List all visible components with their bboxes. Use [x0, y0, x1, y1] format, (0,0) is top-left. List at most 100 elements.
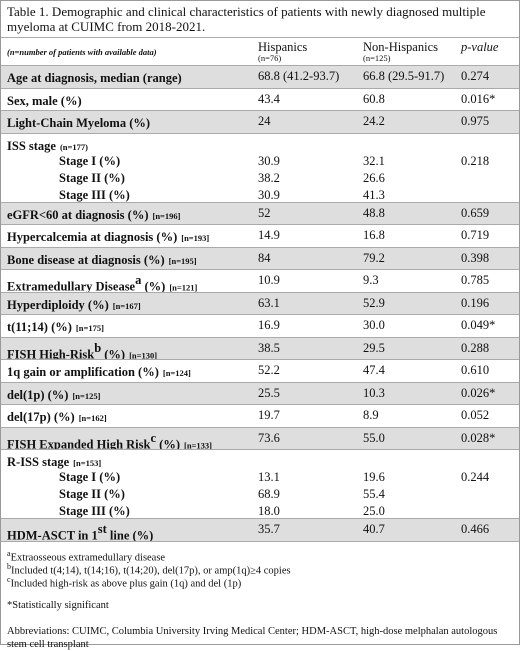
- cell-value: 24: [258, 114, 271, 128]
- cell-value: 52.9: [363, 295, 385, 310]
- label-text: Light-Chain Myeloma (%): [7, 116, 151, 130]
- cell-value: 66.8 (29.5-91.7): [363, 69, 445, 83]
- cell-value: 0.244: [461, 470, 490, 484]
- sub-label: Stage I (%): [59, 470, 121, 484]
- header-non-hispanics: Non-Hispanics: [363, 40, 438, 54]
- cell-value: 0.016*: [461, 91, 496, 106]
- sub-label: Stage I (%): [59, 153, 121, 168]
- row-label: ISS stage (n=177): [7, 137, 88, 155]
- header-row: (n=number of patients with available dat…: [1, 37, 519, 65]
- label-text: Extramedullary Disease: [7, 279, 136, 294]
- cell-value: 0.610: [461, 363, 490, 377]
- cell-value: 0.274: [461, 69, 490, 83]
- label-n: [n=133]: [183, 439, 212, 450]
- cell-value: 8.9: [363, 408, 379, 422]
- cell-value: 41.3: [363, 187, 385, 202]
- table-row: Extramedullary Diseasea (%) [n=121] 10.9 9…: [1, 269, 519, 294]
- cell-value: 30.9: [258, 187, 280, 202]
- cell-value: 0.719: [461, 228, 490, 242]
- footnote: cIncluded high-risk as above plus gain (…: [7, 573, 241, 591]
- cell-value: 52.2: [258, 363, 280, 377]
- footnote-mark: a: [7, 548, 11, 558]
- label-n: (n=177): [59, 141, 88, 152]
- cell-value: 55.4: [363, 487, 385, 501]
- cell-value: 0.398: [461, 250, 490, 265]
- table-row: Light-Chain Myeloma (%) 24 24.2 0.975: [1, 110, 519, 133]
- label-n: [n=193]: [181, 233, 210, 243]
- cell-value: 52: [258, 205, 271, 220]
- row-label: t(11;14) (%) [n=175]: [7, 318, 104, 336]
- row-label: FISH Expanded High Riskc (%) [n=133]: [7, 431, 212, 453]
- abbreviations: Abbreviations: CUIMC, Columbia Universit…: [7, 625, 498, 650]
- label-tail: (%): [101, 346, 126, 361]
- footnote-text: Included high-risk as above plus gain (1…: [10, 578, 242, 589]
- table-title: Table 1. Demographic and clinical charac…: [7, 4, 486, 34]
- row-label: Light-Chain Myeloma (%): [7, 114, 150, 132]
- label-text: R-ISS stage: [7, 455, 70, 469]
- label-text: Bone disease at diagnosis (%): [7, 252, 165, 267]
- table-row: FISH High-Riskb (%) [n=130] 38.5 29.5 0.288: [1, 336, 519, 363]
- row-label: del(17p) (%) [n=162]: [7, 408, 107, 426]
- footnotes: aExtraosseous extramedullary disease bInc…: [1, 540, 519, 650]
- cell-value: 9.3: [363, 273, 379, 287]
- cell-value: 73.6: [258, 430, 280, 445]
- footnote: aExtraosseous extramedullary disease: [7, 547, 165, 565]
- footnote-mark: c: [7, 574, 11, 584]
- row-label: Age at diagnosis, median (range): [7, 69, 182, 87]
- cell-value: 38.2: [258, 170, 280, 185]
- table-row: R-ISS stage [n=153] Stage I (%) 13.1 19.6 0.…: [1, 449, 519, 518]
- label-n: [n=162]: [78, 413, 107, 423]
- cell-value: 14.9: [258, 228, 280, 242]
- label-n: [n=121]: [169, 282, 198, 293]
- sub-label: Stage III (%): [59, 504, 130, 518]
- sub-label: Stage II (%): [59, 170, 125, 185]
- footnote-text: Included t(4;14), t(14;16), t(14;20), de…: [11, 565, 291, 576]
- table-row: ISS stage (n=177) Stage I (%) 30.9 32.1 0.21…: [1, 132, 519, 202]
- cell-value: 0.659: [461, 205, 490, 220]
- cell-value: 68.9: [258, 487, 280, 501]
- table-row: HDM-ASCT in 1st line (%) 35.7 40.7 0.466: [1, 518, 519, 543]
- footnote-mark: b: [7, 561, 11, 571]
- cell-value: 29.5: [363, 340, 385, 355]
- table-row: Bone disease at diagnosis (%) [n=195] 84 7…: [1, 246, 519, 269]
- cell-value: 16.8: [363, 228, 385, 242]
- label-text: ISS stage: [7, 138, 56, 153]
- cell-value: 43.4: [258, 91, 280, 106]
- label-n: [n=175]: [75, 323, 104, 333]
- cell-value: 0.975: [461, 114, 490, 128]
- cell-value: 30.9: [258, 153, 280, 168]
- cell-value: 30.0: [363, 318, 385, 332]
- cell-value: 0.052: [461, 408, 490, 422]
- label-sup: st: [97, 522, 107, 536]
- label-text: del(1p) (%): [7, 387, 69, 402]
- significance-note: *Statistically significant: [7, 599, 109, 611]
- cell-value: 0.196: [461, 295, 490, 310]
- cell-value: 68.8 (41.2-93.7): [258, 69, 340, 83]
- cell-value: 19.6: [363, 470, 385, 484]
- cell-value: 0.026*: [461, 385, 496, 400]
- cell-value: 10.9: [258, 273, 280, 287]
- label-text: HDM-ASCT in 1: [7, 528, 98, 543]
- table-row: del(1p) (%) [n=125] 25.5 10.3 0.026*: [1, 381, 519, 404]
- cell-value: 55.0: [363, 430, 385, 445]
- row-label: eGFR<60 at diagnosis (%) [n=196]: [7, 206, 180, 224]
- table-row: eGFR<60 at diagnosis (%) [n=196] 52 48.8 0.…: [1, 201, 519, 224]
- table-row: Sex, male (%) 43.4 60.8 0.016*: [1, 87, 519, 110]
- table-row: del(17p) (%) [n=162] 19.7 8.9 0.052: [1, 404, 519, 427]
- label-text: FISH Expanded High Risk: [7, 436, 151, 451]
- label-n: [n=153]: [73, 458, 102, 468]
- header-hispanics: Hispanics: [258, 40, 308, 54]
- table-row: Age at diagnosis, median (range) 68.8 (41…: [1, 65, 519, 88]
- header-label: (n=number of patients with available dat…: [7, 47, 157, 57]
- header-p-value: p-value: [461, 40, 499, 54]
- label-text: Age at diagnosis, median (range): [7, 71, 182, 85]
- row-label: Bone disease at diagnosis (%) [n=195]: [7, 251, 197, 269]
- sub-label: Stage III (%): [59, 187, 130, 202]
- label-tail: (%): [156, 436, 180, 451]
- row-label: Hyperdiploidy (%) [n=167]: [7, 296, 141, 314]
- cell-value: 0.785: [461, 273, 490, 287]
- cell-value: 10.3: [363, 385, 385, 400]
- cell-value: 38.5: [258, 340, 280, 355]
- cell-value: 63.1: [258, 295, 280, 310]
- row-label: FISH High-Riskb (%) [n=130]: [7, 341, 157, 363]
